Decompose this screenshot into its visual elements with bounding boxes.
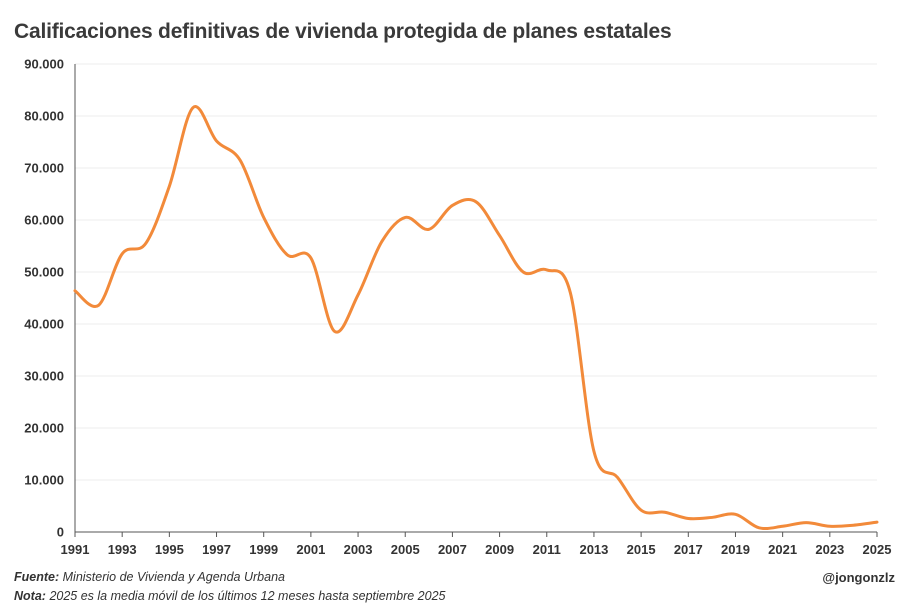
y-tick-label: 40.000 [24, 317, 64, 332]
y-tick-label: 30.000 [24, 369, 64, 384]
x-tick-label: 2007 [438, 542, 467, 557]
x-tick-label: 2017 [674, 542, 703, 557]
y-tick-label: 70.000 [24, 161, 64, 176]
x-tick-label: 2001 [296, 542, 325, 557]
x-tick-label: 2023 [815, 542, 844, 557]
y-axis-ticks: 0 10.000 20.000 30.000 40.000 50.000 60.000 70.… [24, 57, 64, 540]
grid-lines [75, 63, 877, 481]
source-label: Fuente: [14, 570, 60, 584]
x-tick-label: 2005 [391, 542, 420, 557]
note-text: 2025 es la media móvil de los últimos 12… [49, 589, 446, 603]
x-tick-label: 1997 [202, 542, 231, 557]
x-axis-ticks: 1991 1993 1995 1997 1999 2001 2003 2005 2007 2009… [61, 532, 892, 557]
y-tick-label: 60.000 [24, 213, 64, 228]
source-note: Fuente: Ministerio de Vivienda y Agenda … [14, 570, 285, 584]
x-tick-label: 2009 [485, 542, 514, 557]
x-tick-label: 2021 [768, 542, 797, 557]
x-tick-label: 2003 [344, 542, 373, 557]
series-lines [73, 105, 879, 531]
chart-title: Calificaciones definitivas de vivienda p… [14, 20, 672, 43]
x-tick-label: 1993 [108, 542, 137, 557]
note-label: Nota: [14, 589, 46, 603]
x-tick-label: 2011 [533, 542, 561, 557]
y-tick-label: 10.000 [24, 473, 64, 488]
y-tick-label: 80.000 [24, 109, 64, 124]
x-tick-label: 1999 [249, 542, 278, 557]
series-line [73, 105, 879, 531]
y-tick-label: 0 [57, 525, 64, 540]
y-tick-label: 50.000 [24, 265, 64, 280]
x-tick-label: 2013 [579, 542, 608, 557]
source-text: Ministerio de Vivienda y Agenda Urbana [62, 570, 285, 584]
axes [74, 64, 877, 533]
y-tick-label: 90.000 [24, 57, 64, 72]
author-credit: @jongonzlz [822, 570, 895, 585]
x-tick-label: 2025 [863, 542, 892, 557]
x-tick-label: 1991 [61, 542, 90, 557]
x-tick-label: 2019 [721, 542, 750, 557]
note: Nota: 2025 es la media móvil de los últi… [14, 589, 445, 603]
x-tick-label: 2015 [627, 542, 656, 557]
y-tick-label: 20.000 [24, 421, 64, 436]
x-tick-label: 1995 [155, 542, 184, 557]
